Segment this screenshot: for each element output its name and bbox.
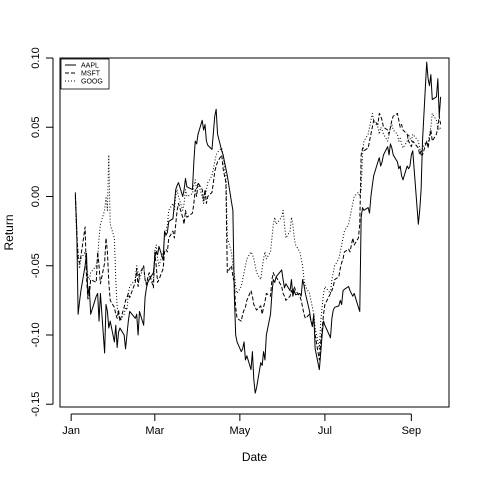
- y-tick-label: -0.10: [30, 322, 42, 347]
- legend-label-aapl: AAPL: [81, 63, 99, 70]
- x-tick-label: Sep: [402, 425, 422, 437]
- x-axis-label: Date: [242, 450, 268, 464]
- y-tick-label: 0.10: [30, 47, 42, 68]
- legend-box: [60, 58, 110, 90]
- plot-frame: [59, 57, 450, 408]
- x-tick-label: Jul: [318, 425, 332, 437]
- series-line-msft: [74, 112, 442, 361]
- x-tick-label: Mar: [145, 425, 164, 437]
- y-tick-label: -0.05: [30, 253, 42, 278]
- y-tick-label: 0.00: [30, 186, 42, 207]
- x-tick-label: Jan: [62, 425, 80, 437]
- y-axis-label: Return: [2, 214, 16, 250]
- y-tick-label: -0.15: [30, 392, 42, 417]
- series-line-goog: [74, 112, 442, 350]
- x-tick-label: May: [229, 425, 250, 437]
- y-tick-label: 0.05: [30, 117, 42, 138]
- legend-label-msft: MSFT: [81, 71, 101, 78]
- series-line-aapl: [74, 61, 442, 394]
- y-axis: -0.15 -0.10 -0.05 0.00 0.05 0.10: [30, 47, 54, 417]
- x-axis: Jan Mar May Jul Sep: [62, 413, 422, 437]
- series-layer: [74, 61, 442, 394]
- legend-label-goog: GOOG: [81, 79, 103, 86]
